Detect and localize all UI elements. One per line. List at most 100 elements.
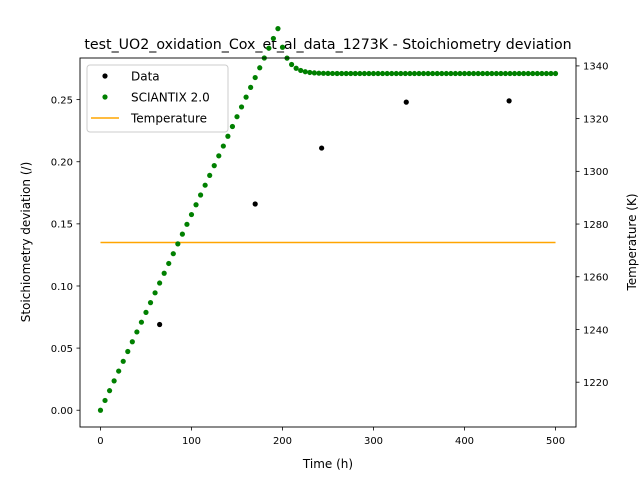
sciantix-point	[298, 67, 304, 74]
y2-tick-label: 1300	[583, 167, 608, 178]
sciantix-point	[539, 70, 545, 77]
sciantix-point	[157, 280, 163, 286]
y2-tick-label: 1340	[583, 62, 608, 73]
data-point	[319, 145, 325, 151]
sciantix-point	[197, 192, 204, 198]
sciantix-point	[134, 329, 140, 335]
x-axis-ticks: 0 100 200 300 400 500	[97, 427, 565, 447]
sciantix-point	[279, 44, 286, 50]
x-tick-label: 400	[455, 436, 474, 447]
y2-tick-label: 1320	[583, 114, 608, 125]
sciantix-point	[389, 70, 395, 77]
sciantix-point	[552, 70, 559, 77]
plot-frame	[79, 57, 577, 428]
y-tick-label: 0.15	[51, 220, 73, 231]
sciantix-point	[471, 70, 477, 77]
sciantix-point	[120, 358, 126, 364]
sciantix-point	[102, 397, 108, 404]
x-tick-label: 0	[97, 436, 103, 447]
sciantix-point	[329, 70, 336, 77]
sciantix-point	[248, 84, 254, 90]
sciantix-point	[480, 70, 486, 77]
sciantix-point	[366, 70, 372, 77]
sciantix-point	[398, 70, 404, 77]
sciantix-point	[339, 70, 345, 77]
sciantix-point	[152, 290, 158, 296]
sciantix-point	[334, 70, 340, 77]
sciantix-point	[352, 70, 358, 77]
sciantix-point	[484, 70, 490, 77]
sciantix-point	[320, 70, 327, 76]
sciantix-point	[502, 70, 509, 77]
x-tick-label: 100	[182, 436, 201, 447]
legend: Data SCIANTIX 2.0 Temperature	[86, 64, 229, 133]
sciantix-point	[275, 26, 281, 32]
sciantix-point	[439, 70, 445, 77]
y-tick-label: 0.10	[51, 282, 73, 293]
sciantix-point	[293, 65, 299, 71]
sciantix-point	[375, 70, 381, 77]
sciantix-point	[311, 70, 317, 76]
sciantix-point	[166, 260, 172, 267]
sciantix-point	[270, 35, 276, 42]
sciantix-point	[434, 70, 440, 77]
sciantix-point	[238, 104, 245, 110]
sciantix-point	[129, 339, 135, 345]
sciantix-point	[97, 407, 104, 413]
sciantix-point	[225, 133, 231, 139]
sciantix-point	[425, 70, 431, 77]
data-point	[403, 99, 409, 105]
sciantix-point	[147, 300, 154, 306]
sciantix-point	[234, 114, 240, 120]
sciantix-series	[97, 26, 559, 413]
plot-area	[97, 26, 559, 413]
sciantix-point	[252, 74, 258, 81]
y2-tick-label: 1280	[583, 220, 608, 231]
sciantix-point	[370, 70, 377, 77]
y-tick-label: 0.25	[51, 95, 73, 106]
x-axis-label: Time (h)	[302, 457, 353, 471]
y-axis-ticks: 0.00 0.05 0.10 0.15 0.20 0.25	[51, 95, 80, 417]
sciantix-point	[243, 94, 249, 100]
sciantix-point	[511, 70, 518, 77]
sciantix-point	[457, 70, 463, 77]
sciantix-point	[193, 202, 199, 208]
sciantix-point	[184, 221, 190, 227]
sciantix-point	[489, 70, 495, 77]
y2-axis-label: Temperature (K)	[625, 193, 639, 291]
legend-sciantix-marker	[102, 94, 108, 100]
sciantix-point	[357, 70, 363, 77]
sciantix-point	[402, 70, 408, 77]
sciantix-point	[138, 319, 145, 325]
sciantix-point	[420, 70, 427, 77]
sciantix-point	[106, 388, 113, 394]
sciantix-point	[220, 143, 226, 149]
sciantix-point	[380, 70, 386, 77]
sciantix-point	[521, 70, 527, 77]
legend-sciantix-label: SCIANTIX 2.0	[131, 91, 210, 105]
sciantix-point	[475, 70, 481, 77]
sciantix-point	[175, 241, 181, 247]
sciantix-point	[343, 70, 349, 77]
y-tick-label: 0.20	[51, 158, 73, 169]
legend-temperature-label: Temperature	[130, 112, 207, 126]
sciantix-point	[179, 231, 185, 237]
sciantix-point	[530, 70, 536, 77]
y-tick-label: 0.05	[51, 344, 73, 355]
sciantix-point	[384, 70, 390, 77]
sciantix-point	[461, 70, 468, 77]
sciantix-point	[211, 163, 217, 169]
sciantix-point	[229, 123, 236, 130]
sciantix-point	[466, 70, 472, 77]
sciantix-point	[411, 70, 418, 77]
sciantix-point	[443, 70, 449, 77]
sciantix-point	[302, 69, 308, 75]
legend-box	[86, 64, 229, 133]
y2-tick-label: 1220	[583, 378, 608, 389]
sciantix-point	[452, 70, 459, 77]
sciantix-point	[170, 251, 176, 257]
sciantix-point	[525, 70, 531, 77]
sciantix-point	[407, 70, 413, 77]
y-tick-label: 0.00	[51, 406, 73, 417]
y2-tick-label: 1240	[583, 325, 608, 336]
